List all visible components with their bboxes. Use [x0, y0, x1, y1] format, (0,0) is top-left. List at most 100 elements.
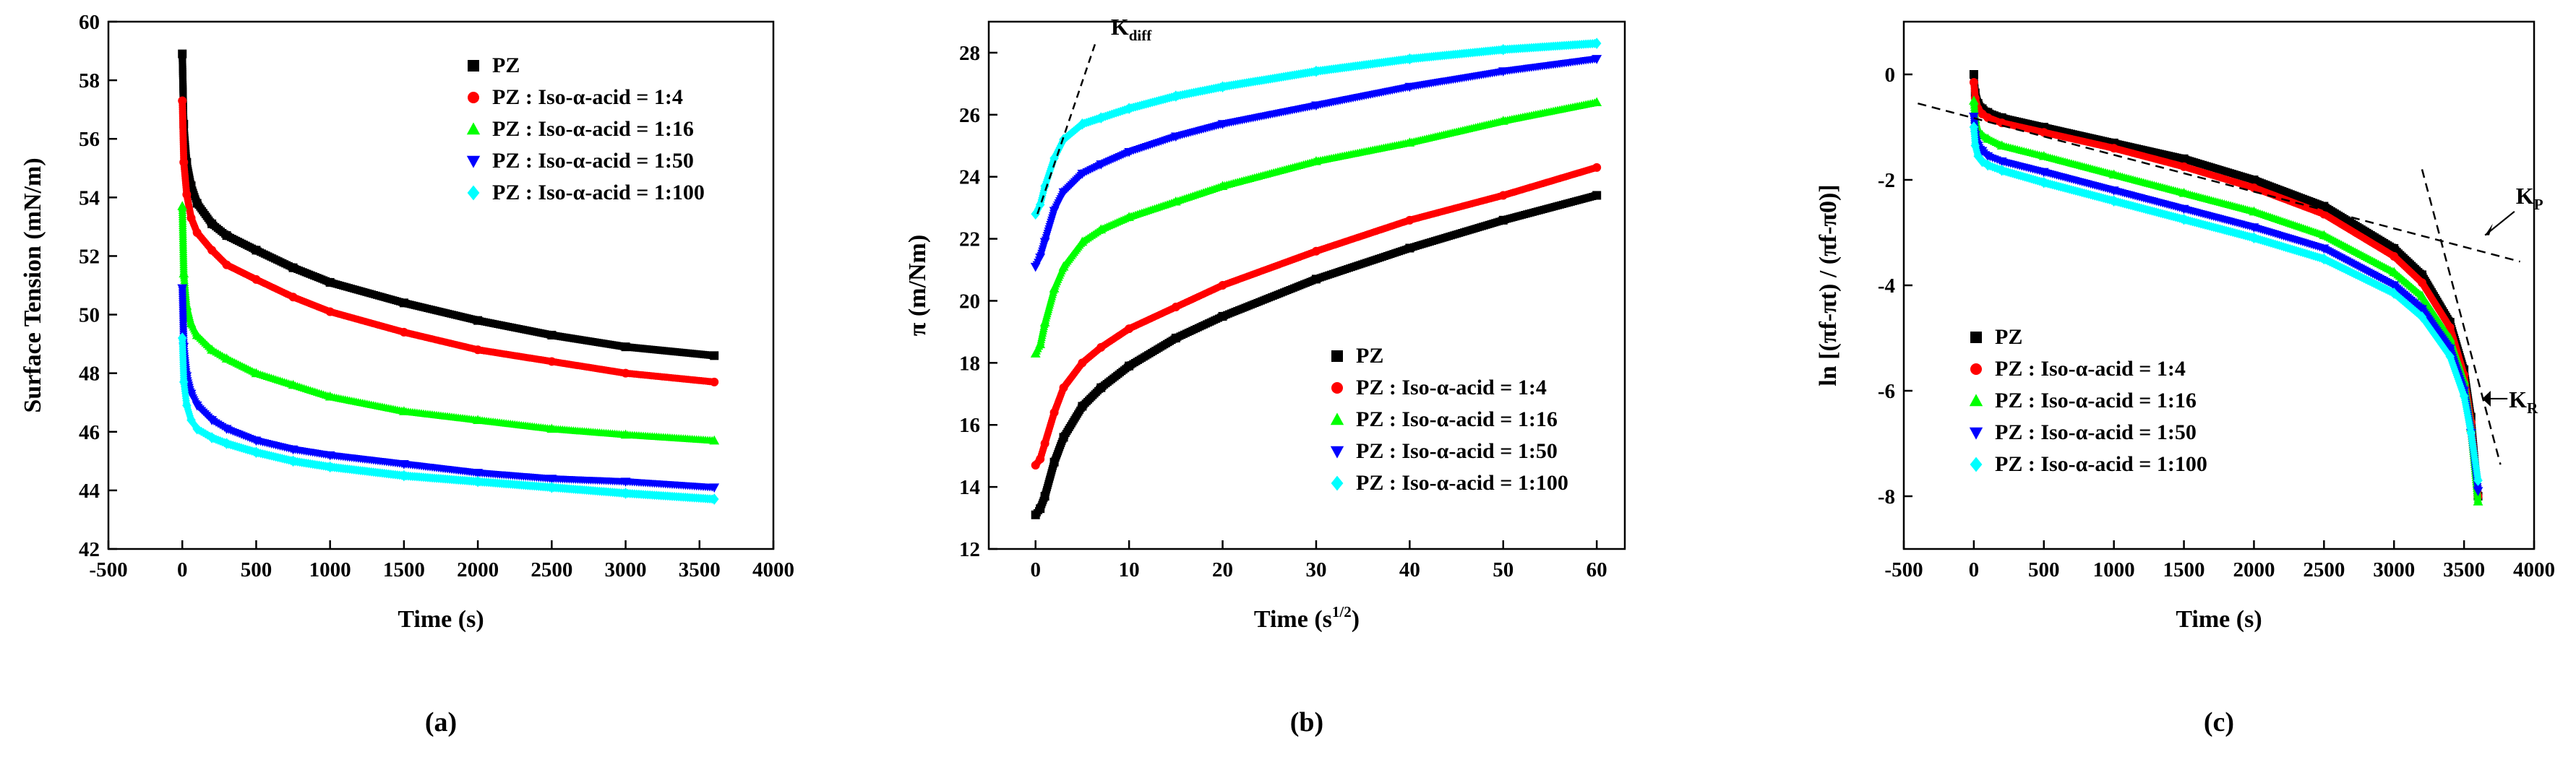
- y-tick-label: 42: [79, 538, 100, 561]
- legend-marker: [1330, 446, 1344, 459]
- x-tick-label: 500: [241, 558, 272, 581]
- legend-label: PZ: [1356, 344, 1383, 368]
- legend-marker: [1969, 427, 1983, 440]
- y-tick-label: 48: [79, 363, 100, 386]
- x-tick-label: 4000: [2513, 558, 2555, 581]
- data-point: [1592, 97, 1602, 107]
- x-axis-title-sup: 1/2: [1332, 603, 1352, 620]
- x-tick-label: 4000: [752, 558, 794, 581]
- y-tick-label: 26: [959, 104, 980, 127]
- y-tick-label: 56: [79, 128, 100, 151]
- legend-marker: [1969, 394, 1983, 407]
- legend-label: PZ : Iso-α-acid = 1:50: [1995, 420, 2197, 444]
- x-axis-title-end: ): [1352, 606, 1360, 633]
- data-point: [1592, 163, 1602, 172]
- y-tick-label: 60: [79, 11, 100, 34]
- data-point: [709, 493, 719, 505]
- y-tick-label: 54: [79, 186, 100, 209]
- legend-marker: [1970, 457, 1983, 472]
- y-tick-label: 58: [79, 69, 100, 92]
- y-tick-label: 16: [959, 414, 980, 437]
- k-p-label: KP: [2516, 183, 2543, 213]
- legend-marker: [1970, 363, 1982, 375]
- y-axis-title: Surface Tension (mN/m): [20, 157, 46, 412]
- series-3: [1030, 55, 1602, 272]
- k-p-main: K: [2516, 183, 2534, 209]
- x-tick-label: 3500: [2443, 558, 2485, 581]
- legend-label: PZ : Iso-α-acid = 1:4: [492, 85, 683, 109]
- series-3: [177, 284, 720, 493]
- legend-label: PZ : Iso-α-acid = 1:100: [1356, 471, 1568, 495]
- k-r-label: KR: [2509, 386, 2538, 417]
- y-axis-title: π (m/Nm): [904, 235, 931, 336]
- y-axis-title: ln [(πf-πt) / (πf-π0)]: [1815, 184, 1842, 386]
- x-tick-label: -500: [1884, 558, 1923, 581]
- y-tick-label: 44: [79, 480, 100, 503]
- x-tick-label: 1000: [2093, 558, 2135, 581]
- legend-marker: [466, 155, 481, 168]
- panel-a: -500 0 500 1000 1500 2000 2500 3000 3500 40004244…: [20, 11, 794, 737]
- legend-marker: [1331, 382, 1343, 394]
- y-tick-label: 22: [959, 228, 980, 251]
- panel-caption: (a): [425, 707, 457, 737]
- y-tick-label: -8: [1878, 485, 1895, 509]
- legend-label: PZ : Iso-α-acid = 1:16: [1995, 389, 2197, 412]
- legend-marker: [1970, 332, 1982, 343]
- x-tick-label: 50: [1493, 558, 1514, 581]
- x-tick-label: 0: [1969, 558, 1980, 581]
- k-p-sub: P: [2534, 196, 2543, 213]
- data-point: [710, 351, 719, 360]
- x-tick-label: 3500: [679, 558, 721, 581]
- y-tick-label: 50: [79, 304, 100, 327]
- x-tick-label: 20: [1212, 558, 1233, 581]
- data-point: [709, 483, 720, 493]
- x-tick-label: 10: [1119, 558, 1140, 581]
- series-0: [1031, 191, 1602, 519]
- legend-marker: [468, 92, 479, 103]
- x-tick-label: 2500: [2303, 558, 2345, 581]
- series-2: [177, 201, 720, 445]
- data-point: [1592, 55, 1602, 64]
- data-point: [2473, 496, 2483, 506]
- k-p-line: [1918, 102, 2520, 263]
- y-tick-label: 14: [959, 476, 980, 499]
- x-tick-label: 30: [1305, 558, 1326, 581]
- k-diff-line: [1036, 40, 1098, 215]
- y-tick-label: 12: [959, 538, 980, 561]
- panel-caption: (c): [2204, 707, 2234, 737]
- legend-label: PZ : Iso-α-acid = 1:16: [492, 117, 694, 141]
- x-axis-title: Time (s): [2176, 606, 2262, 633]
- panel-c: -500 0 500 1000 1500 2000 2500 3000 3500 4000-8-6…: [1815, 20, 2555, 737]
- legend-label: PZ : Iso-α-acid = 1:100: [492, 181, 705, 204]
- x-tick-label: 2000: [2233, 558, 2275, 581]
- x-tick-label: 3000: [605, 558, 647, 581]
- x-tick-label: 1500: [383, 558, 425, 581]
- x-axis-title: Time (s1/2): [1254, 603, 1360, 633]
- x-axis-title-main: Time (s: [1254, 606, 1332, 633]
- data-point: [1592, 38, 1602, 49]
- k-diff-label: Kdiff: [1111, 14, 1152, 44]
- y-tick-label: 0: [1885, 64, 1896, 87]
- legend-marker: [1331, 350, 1343, 362]
- plot-frame: [987, 20, 1626, 550]
- y-tick-label: 18: [959, 352, 980, 375]
- y-tick-label: 52: [79, 245, 100, 268]
- k-diff-main: K: [1111, 14, 1129, 40]
- k-p-arrowhead: [2485, 223, 2493, 235]
- x-tick-label: 0: [1030, 558, 1041, 581]
- legend-label: PZ : Iso-α-acid = 1:50: [492, 149, 694, 173]
- data-point: [1592, 191, 1602, 200]
- series-4: [177, 332, 719, 505]
- legend-marker: [466, 122, 481, 135]
- x-tick-label: 3000: [2373, 558, 2415, 581]
- y-tick-label: 24: [959, 166, 980, 189]
- y-tick-label: -2: [1878, 169, 1895, 192]
- data-point: [709, 435, 720, 445]
- y-tick-label: 46: [79, 421, 100, 444]
- k-r-arrowhead: [2482, 391, 2491, 407]
